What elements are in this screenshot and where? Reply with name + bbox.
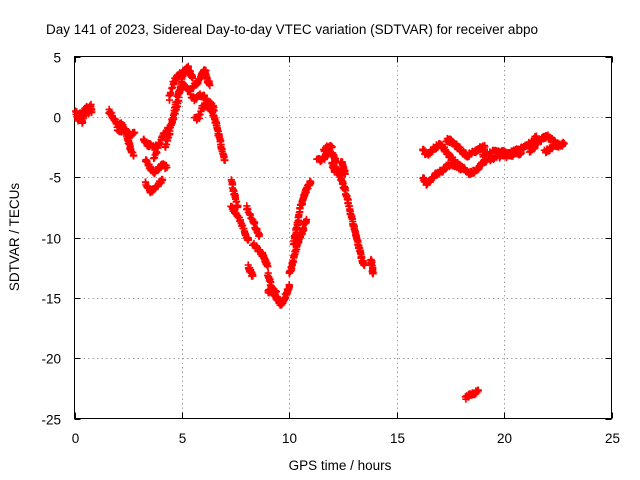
data-point	[244, 236, 253, 244]
data-point	[302, 215, 311, 223]
plot-frame	[74, 56, 612, 419]
data-point	[163, 163, 171, 172]
x-tick-label: 15	[390, 431, 405, 446]
data-point	[369, 270, 377, 278]
data-point	[554, 141, 562, 149]
data-point	[131, 128, 139, 137]
data-point	[517, 149, 525, 157]
y-tick-label: -25	[41, 413, 61, 428]
data-point	[249, 272, 257, 280]
data-point	[255, 232, 263, 240]
x-tick-label: 25	[605, 431, 620, 446]
y-tick-labels: 5 0 -5 -10 -15 -20 -25	[41, 51, 61, 428]
x-axis-label: GPS time / hours	[289, 458, 392, 473]
data-point	[285, 282, 293, 290]
y-tick-label: -20	[41, 352, 61, 367]
data-point	[221, 156, 229, 164]
data-points	[72, 62, 568, 403]
data-point	[307, 178, 315, 186]
data-point	[481, 143, 489, 151]
data-point	[341, 169, 349, 178]
axis-ticks	[74, 56, 613, 420]
data-point	[474, 387, 482, 395]
y-tick-label: 5	[53, 51, 61, 66]
y-tick-label: 0	[53, 111, 61, 126]
data-point	[88, 108, 96, 116]
x-tick-labels: 0 5 10 15 20 25	[72, 431, 620, 446]
data-point	[457, 165, 465, 173]
data-point	[189, 74, 197, 82]
data-point	[159, 176, 167, 184]
data-point	[184, 62, 192, 70]
data-point	[272, 288, 280, 296]
x-tick-label: 0	[72, 431, 80, 446]
x-tick-label: 5	[179, 431, 187, 446]
data-point	[206, 81, 214, 90]
data-point	[264, 262, 272, 271]
x-tick-label: 20	[497, 431, 512, 446]
y-tick-label: -10	[41, 232, 61, 247]
data-point	[560, 139, 568, 147]
data-point	[360, 261, 369, 269]
data-point	[327, 142, 335, 150]
y-axis-label: SDTVAR / TECUs	[7, 183, 22, 292]
data-point	[166, 88, 175, 97]
data-point	[130, 151, 138, 159]
y-tick-label: -15	[41, 292, 61, 307]
chart-title: Day 141 of 2023, Sidereal Day-to-day VTE…	[46, 22, 538, 37]
y-tick-label: -5	[49, 171, 61, 186]
data-point	[328, 143, 336, 151]
x-tick-label: 10	[282, 431, 297, 446]
grid-lines	[74, 56, 612, 419]
